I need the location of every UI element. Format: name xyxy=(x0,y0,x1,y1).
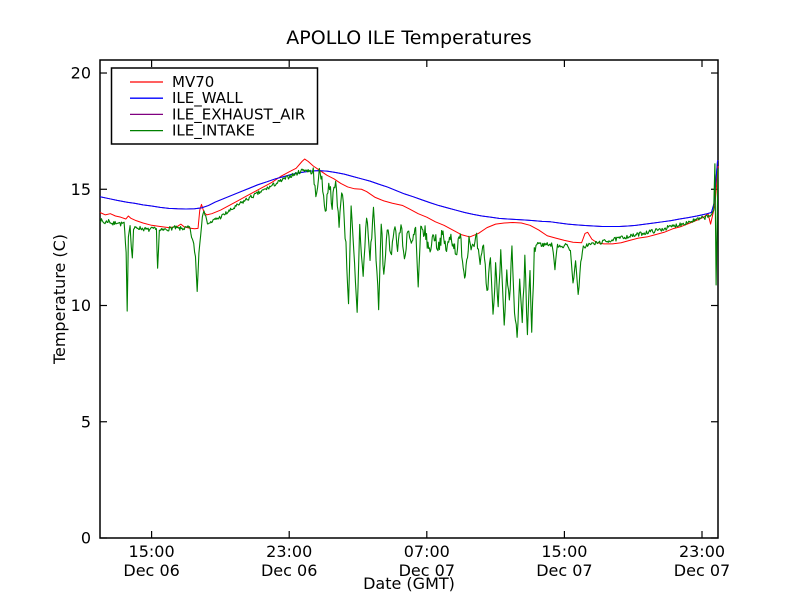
x-tick-time-label: 07:00 xyxy=(404,542,450,561)
x-axis-label: Date (GMT) xyxy=(363,574,455,593)
series-line-mv70 xyxy=(99,158,719,245)
legend-item-label: MV70 xyxy=(172,73,214,91)
x-tick-date-label: Dec 07 xyxy=(536,561,592,580)
y-tick-label: 15 xyxy=(71,180,91,199)
x-tick-time-label: 23:00 xyxy=(266,542,312,561)
x-tick-date-label: Dec 07 xyxy=(674,561,730,580)
legend-box xyxy=(110,67,319,145)
series-line-ile_intake xyxy=(99,163,719,338)
legend-item-label: ILE_WALL xyxy=(172,89,243,108)
legend-item-label: ILE_EXHAUST_AIR xyxy=(172,105,305,124)
x-tick-time-label: 23:00 xyxy=(679,542,725,561)
legend-item-label: ILE_INTAKE xyxy=(172,122,255,141)
x-tick-date-label: Dec 07 xyxy=(399,561,455,580)
y-tick-label: 20 xyxy=(71,64,91,83)
y-tick-label: 10 xyxy=(71,296,91,315)
x-tick-time-label: 15:00 xyxy=(541,542,587,561)
y-axis-label: Temperature (C) xyxy=(50,234,69,365)
x-tick-date-label: Dec 06 xyxy=(123,561,179,580)
series-line-ile_wall xyxy=(99,159,719,227)
series-lines xyxy=(99,158,719,338)
y-tick-label: 0 xyxy=(81,529,91,548)
x-tick-date-label: Dec 06 xyxy=(261,561,317,580)
chart-title: APOLLO ILE Temperatures xyxy=(286,27,531,49)
y-tick-label: 5 xyxy=(81,412,91,431)
x-tick-time-label: 15:00 xyxy=(129,542,175,561)
